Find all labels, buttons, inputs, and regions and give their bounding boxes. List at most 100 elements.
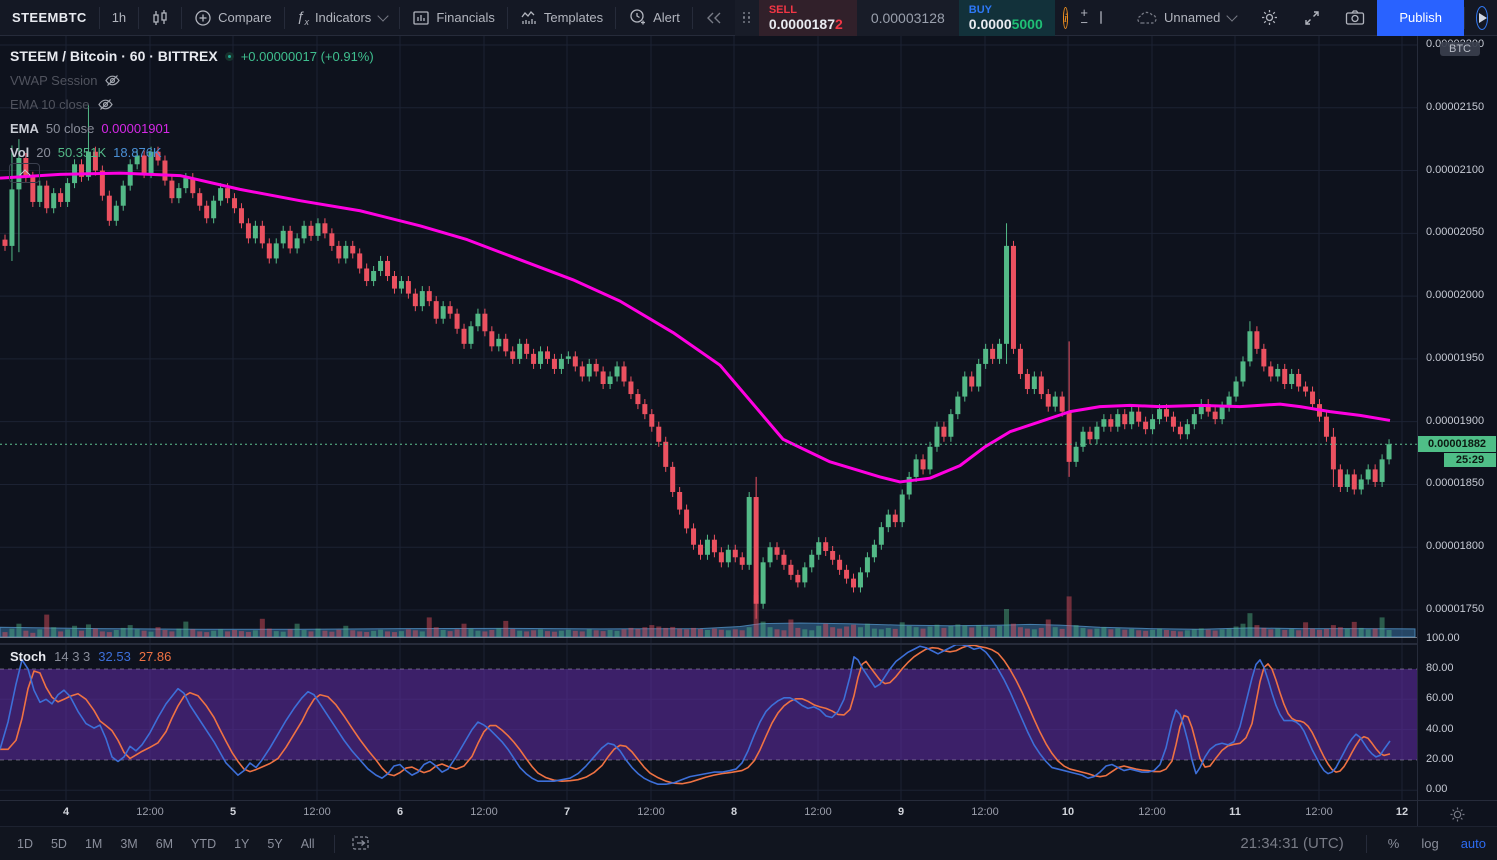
alert-clock-icon [628,8,647,27]
divider [615,6,617,29]
range-button-all[interactable]: All [300,836,315,851]
zoom-controls: + − [1076,4,1092,30]
indicators-button[interactable]: ƒx Indicators [285,0,400,36]
chart-type-button[interactable] [139,0,181,36]
auto-scale-toggle[interactable]: auto [1460,836,1486,851]
divider [691,6,693,29]
symbol-button[interactable]: STEEMBTC [0,0,99,36]
percent-scale-toggle[interactable]: % [1387,836,1400,851]
last-price-label: 0.00001882 [1418,436,1496,453]
play-icon [1479,12,1487,23]
snapshot-button[interactable] [1333,0,1377,36]
zoom-out-button[interactable]: − [1080,14,1088,30]
compare-plus-icon [194,9,212,27]
stoch-legend[interactable]: Stoch 14 3 3 32.53 27.86 [10,649,172,664]
stoch-k-value: 32.53 [98,649,131,664]
settings-button[interactable] [1248,0,1291,36]
alert-button[interactable]: Alert [616,0,692,36]
top-toolbar: STEEMBTC 1h Compare ƒx Indicators Fin [0,0,1497,36]
candlestick-icon [151,9,169,27]
range-button-ytd[interactable]: YTD [191,836,217,851]
ema50-value: 0.00001901 [101,120,170,136]
info-icon[interactable]: i [1062,6,1069,29]
symbol-label: STEEMBTC [12,10,87,25]
goto-date-button[interactable] [351,835,371,852]
price-scale[interactable]: 0.000022000.000021500.000021000.00002050… [1417,36,1497,800]
range-button-1y[interactable]: 1Y [234,836,250,851]
cloud-icon [1136,10,1158,25]
divider [98,6,100,29]
range-button-5y[interactable]: 5Y [267,836,283,851]
stoch-tick-label: 0.00 [1426,783,1448,796]
log-scale-toggle[interactable]: log [1421,836,1439,851]
range-button-1m[interactable]: 1M [84,836,103,851]
indicator-row-vwap[interactable]: VWAP Session [10,68,374,92]
indicator-row-ema50[interactable]: EMA 50 close 0.00001901 [10,120,170,136]
price-tick-label: 0.00002150 [1426,100,1485,113]
time-tick-label: 12 [1395,806,1409,818]
stoch-tick-label: 20.00 [1426,752,1454,765]
legend-collapse-button[interactable] [9,163,40,183]
order-panel: SELL 0.00001872 0.00003128 BUY 0.0000500… [734,0,1055,36]
divider [1464,6,1465,29]
time-tick-label: 12:00 [470,806,498,818]
interval-button[interactable]: 1h [111,10,127,25]
replay-button[interactable] [693,0,735,36]
range-button-5d[interactable]: 5D [50,836,67,851]
publish-button[interactable]: Publish [1377,0,1464,36]
sell-button[interactable]: SELL 0.00001872 [758,0,857,36]
zoom-in-button[interactable]: + [1080,4,1088,20]
stoch-d-value: 27.86 [138,649,172,664]
financials-icon [412,9,430,27]
eye-hidden-icon[interactable] [97,97,114,112]
market-status-dot [224,51,234,61]
drag-handle-icon[interactable] [735,0,759,36]
time-tick-label: 12:00 [1138,806,1166,818]
currency-badge[interactable]: BTC [1440,42,1480,56]
range-button-1d[interactable]: 1D [17,836,33,851]
time-scale[interactable]: 4 12:00 5 12:00 6 12:00 7 12:00 8 12:00 9 12:00 10 12… [0,800,1497,827]
divider [399,6,401,29]
time-tick-label: 11 [1229,806,1241,818]
stoch-tick-label: 80.00 [1426,661,1454,674]
layout-menu[interactable]: Unnamed [1124,0,1248,36]
stoch-tick-label: 40.00 [1426,722,1454,735]
divider [333,834,335,853]
time-tick-label: 6 [396,806,404,818]
range-button-3m[interactable]: 3M [120,836,138,851]
time-tick-label: 10 [1061,806,1075,818]
camera-icon [1345,9,1365,26]
time-tick-label: 12:00 [136,806,164,818]
divider [506,6,508,29]
indicator-row-volume[interactable]: Vol 20 50.351K 18.876K [10,144,162,160]
fullscreen-button[interactable] [1291,0,1333,36]
fx-icon: ƒx [296,8,309,27]
bar-countdown: 25:29 [1444,453,1496,468]
pane-divider[interactable] [0,643,1417,645]
sell-price: 0.00001872 [768,15,843,32]
compare-button[interactable]: Compare [182,0,283,36]
price-tick-label: 0.00001900 [1426,414,1485,427]
stoch-pane[interactable] [0,645,1417,800]
price-tick-label: 0.00001800 [1426,540,1485,553]
templates-button[interactable]: Templates [508,0,615,36]
clock[interactable]: 21:34:31 (UTC) [1240,835,1344,852]
indicator-row-ema10[interactable]: EMA 10 close [10,92,374,116]
time-tick-label: 5 [229,806,237,818]
eye-hidden-icon[interactable] [104,73,121,88]
buy-button[interactable]: BUY 0.00005000 [958,0,1055,36]
price-pane[interactable] [0,36,1417,643]
range-button-6m[interactable]: 6M [155,836,174,851]
divider [1365,834,1367,853]
buy-price: 0.00005000 [968,15,1043,32]
bottom-toolbar: 1D 5D 1M 3M 6M YTD 1Y 5Y All 21:34:31 (UTC) % lo… [0,826,1497,860]
price-tick-label: 0.00002100 [1426,163,1485,176]
templates-icon [520,9,538,27]
rewind-icon [705,11,723,25]
scale-settings-corner[interactable] [1417,801,1497,827]
play-button[interactable] [1476,5,1488,30]
chevron-down-icon [1226,9,1239,22]
select-box-icon[interactable] [1099,11,1102,24]
symbol-title[interactable]: STEEM / Bitcoin · 60 · BITTREX [10,48,218,64]
financials-button[interactable]: Financials [400,0,507,36]
